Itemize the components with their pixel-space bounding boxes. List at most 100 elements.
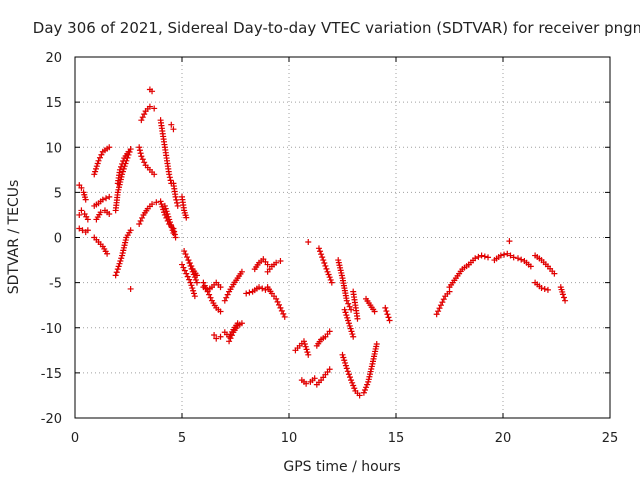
data-point (106, 144, 113, 151)
data-point (437, 302, 444, 309)
data-point (223, 294, 230, 301)
data-point (184, 273, 191, 280)
data-point (551, 270, 558, 277)
data-point (170, 229, 177, 236)
data-point (149, 201, 156, 208)
x-tick-labels: 0 5 10 15 20 25 (71, 431, 618, 446)
data-point (281, 313, 288, 320)
data-point (165, 213, 172, 220)
data-point (340, 354, 347, 361)
data-point (190, 271, 197, 278)
data-point (538, 285, 545, 292)
data-point (256, 284, 263, 291)
y-tick-label: 10 (45, 141, 62, 156)
data-point (172, 234, 179, 241)
data-point (506, 238, 513, 245)
data-point (364, 381, 371, 388)
data-point (472, 255, 479, 262)
data-point (181, 248, 188, 255)
data-point (264, 261, 271, 268)
data-point (384, 311, 391, 318)
data-point (348, 306, 355, 313)
data-point (127, 285, 134, 292)
data-point (138, 117, 145, 124)
data-point (350, 382, 357, 389)
data-point (315, 245, 322, 252)
data-point (189, 268, 196, 275)
data-point (167, 219, 174, 226)
data-point (138, 153, 145, 160)
data-point (136, 220, 143, 227)
data-point (342, 309, 349, 316)
data-point (514, 255, 521, 262)
data-point (344, 368, 351, 375)
data-point (141, 111, 148, 118)
data-point (78, 184, 85, 191)
data-point (172, 193, 179, 200)
x-tick-label: 0 (71, 431, 79, 446)
data-point (317, 248, 324, 255)
data-point (174, 202, 181, 209)
y-tick-label: -20 (41, 412, 62, 427)
y-axis-label: SDTVAR / TECUs (6, 180, 22, 295)
x-tick-label: 15 (388, 431, 405, 446)
data-point (326, 274, 333, 281)
data-point (325, 271, 332, 278)
data-point (544, 286, 551, 293)
data-point (342, 362, 349, 369)
data-point (342, 359, 349, 366)
data-point (303, 346, 310, 353)
data-point (141, 159, 148, 166)
data-point (304, 349, 311, 356)
data-point (311, 375, 318, 382)
data-point (186, 259, 193, 266)
data-point (211, 331, 218, 338)
data-point (356, 392, 363, 399)
data-point (91, 171, 98, 178)
data-point (167, 221, 174, 228)
data-point (163, 208, 170, 215)
x-tick-label: 20 (495, 431, 512, 446)
data-point (180, 264, 187, 271)
data-point (181, 267, 188, 274)
data-point (97, 209, 104, 216)
data-point (274, 298, 281, 305)
data-point (98, 151, 105, 158)
data-point (78, 207, 85, 214)
data-point (497, 252, 504, 259)
data-point (475, 253, 482, 260)
data-point (346, 303, 353, 310)
data-point (361, 387, 368, 394)
data-point (183, 214, 190, 221)
data-point (179, 261, 185, 268)
data-point (164, 211, 171, 218)
data-point (276, 301, 283, 308)
data-point (106, 211, 113, 218)
data-point (185, 257, 192, 264)
data-point (153, 199, 160, 206)
data-point (327, 276, 334, 283)
x-tick-label: 25 (602, 431, 619, 446)
data-point (192, 276, 199, 283)
data-point (106, 193, 113, 200)
data-point (560, 294, 567, 301)
data-point (116, 166, 123, 173)
data-point (191, 274, 198, 281)
data-point (341, 357, 348, 364)
data-point (323, 265, 330, 272)
data-point (346, 322, 353, 329)
data-point (383, 308, 390, 315)
data-point (190, 287, 197, 294)
data-point (226, 338, 233, 345)
data-point (507, 252, 514, 259)
data-point (114, 266, 121, 273)
data-point (371, 308, 378, 315)
data-point (348, 328, 355, 335)
data-point (238, 320, 245, 327)
axis-ticks (74, 56, 611, 419)
data-point (349, 379, 356, 386)
data-point (221, 297, 228, 304)
data-point (382, 304, 389, 311)
data-point (433, 311, 440, 318)
data-point (273, 259, 280, 266)
